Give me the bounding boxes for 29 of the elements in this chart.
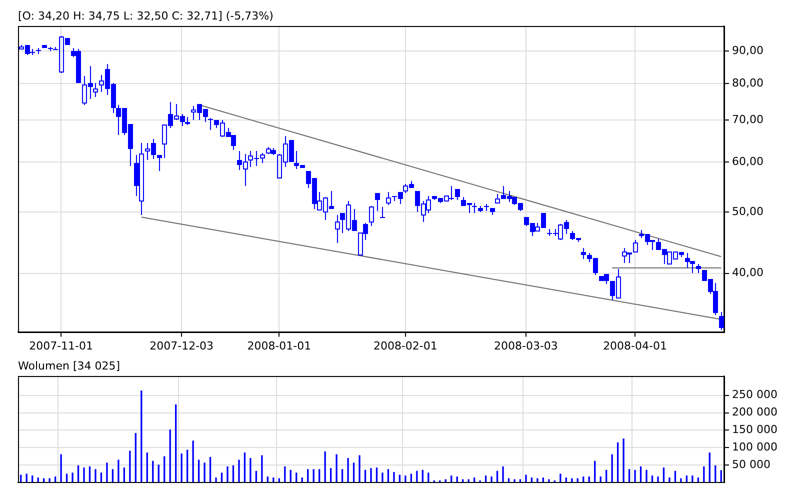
candlestick — [335, 214, 340, 244]
x-tick-label: 2008-01-01 — [247, 339, 312, 352]
candlestick — [472, 202, 477, 214]
candlestick — [93, 82, 98, 98]
y-tick-label: 90,00 — [732, 44, 764, 58]
y-tick-label: 150 000 — [732, 423, 778, 436]
y-tick-label: 80,00 — [732, 76, 764, 90]
x-tick-label: 2008-02-01 — [373, 339, 438, 352]
chart-title: Wolumen [34 025] — [18, 359, 120, 372]
y-tick-label: 60,00 — [732, 155, 764, 168]
y-tick-label: 70,00 — [732, 112, 764, 126]
x-tick-label: 2008-04-01 — [603, 339, 667, 352]
candlestick — [208, 118, 213, 130]
chart-title: [O: 34,20 H: 34,75 L: 32,50 C: 32,71] (-5,73%) — [18, 9, 274, 22]
candlestick — [380, 206, 385, 218]
candlestick — [375, 192, 380, 212]
candlestick — [719, 312, 724, 330]
x-tick-label: 2007-11-01 — [29, 339, 94, 352]
y-tick-label: 250 000 — [732, 388, 778, 402]
y-tick-label: 100 000 — [732, 440, 778, 454]
y-tick-label: 50 000 — [732, 458, 770, 471]
candlestick — [581, 248, 586, 260]
x-tick-label: 2008-03-03 — [494, 339, 558, 352]
y-tick-label: 200 000 — [732, 406, 778, 419]
x-tick-label: 2007-12-03 — [150, 339, 214, 352]
candlestick — [455, 188, 460, 200]
candlestick — [157, 154, 162, 172]
y-tick-label: 40,00 — [732, 266, 764, 280]
y-tick-label: 50,00 — [732, 205, 764, 218]
